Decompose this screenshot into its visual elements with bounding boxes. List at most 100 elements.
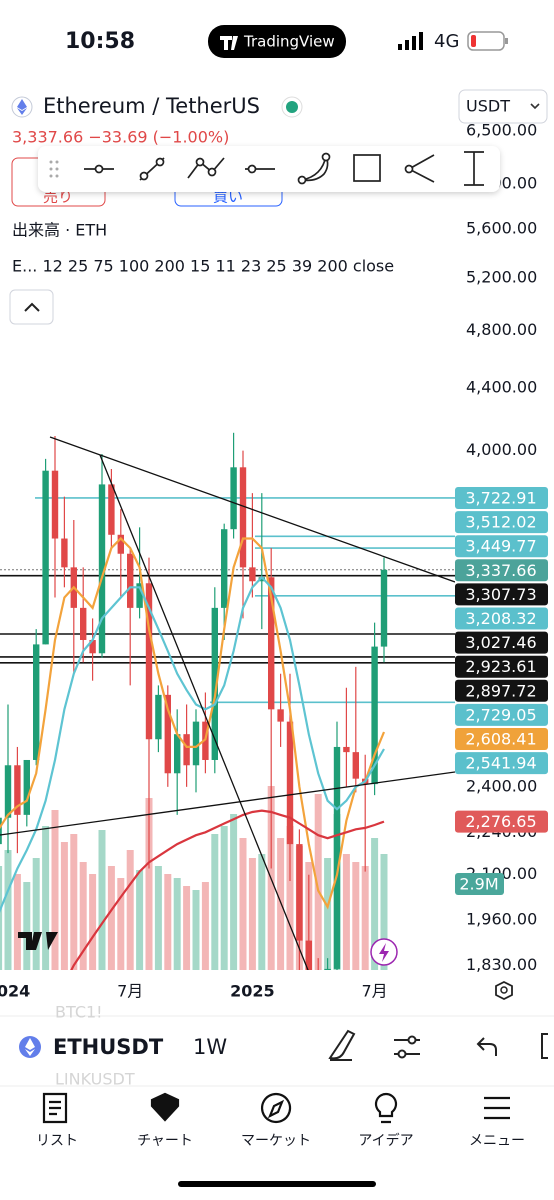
tool-arc[interactable] bbox=[297, 152, 331, 185]
price-tag-label: 3,449.77 bbox=[465, 537, 536, 556]
volume-bar bbox=[42, 826, 50, 970]
market-dot bbox=[286, 101, 298, 113]
x-tick-label: 2024 bbox=[0, 982, 30, 1001]
tab-icon[interactable] bbox=[484, 1096, 510, 1120]
volume-bar bbox=[32, 858, 40, 970]
candle-body bbox=[192, 721, 200, 766]
candle-body bbox=[136, 583, 143, 608]
undo-button[interactable] bbox=[476, 1037, 497, 1056]
indicators-button[interactable] bbox=[394, 1035, 420, 1059]
tool-fib[interactable] bbox=[404, 154, 435, 183]
tab-label[interactable]: マーケット bbox=[241, 1133, 311, 1149]
tool-path[interactable] bbox=[187, 157, 225, 179]
price-tag-label: 2,541.94 bbox=[465, 754, 536, 773]
tool-horizontal-ray[interactable] bbox=[84, 164, 114, 174]
candle-body bbox=[343, 746, 350, 753]
symbol[interactable]: ETHUSDT bbox=[53, 1035, 164, 1059]
ma-layer bbox=[0, 536, 386, 970]
volume-bar bbox=[258, 854, 266, 970]
candle-body bbox=[23, 759, 30, 815]
moving-average bbox=[0, 575, 385, 913]
price-tag bbox=[455, 607, 548, 630]
ghost-symbol: BTC1! bbox=[55, 1003, 103, 1022]
candle-body bbox=[211, 607, 218, 760]
volume-bar bbox=[70, 834, 78, 970]
ghost-symbol: LINKUSDT bbox=[55, 1070, 135, 1089]
price-tag bbox=[455, 728, 548, 750]
volume-bar bbox=[277, 838, 285, 970]
status-time: 10:58 bbox=[65, 29, 135, 54]
candle-body bbox=[174, 734, 181, 774]
candle-body bbox=[183, 734, 190, 766]
y-tick-label: 1,830.00 bbox=[466, 955, 537, 974]
volume-bar bbox=[23, 882, 31, 970]
volume-bar bbox=[136, 870, 144, 970]
battery-level bbox=[471, 35, 476, 47]
candle-body bbox=[61, 538, 68, 568]
price-tag-label: 3,307.73 bbox=[465, 585, 536, 604]
candle-body bbox=[98, 484, 106, 654]
volume-bar bbox=[201, 882, 209, 970]
candle-body bbox=[324, 968, 331, 970]
settings-button[interactable] bbox=[495, 980, 513, 1001]
watermark bbox=[18, 932, 58, 950]
trend-line bbox=[0, 771, 455, 836]
candle-body bbox=[249, 567, 256, 582]
candle-body bbox=[127, 553, 134, 608]
price-tag bbox=[455, 559, 548, 582]
candle-body bbox=[371, 646, 378, 785]
trend-line bbox=[49, 436, 455, 583]
time-axis: 2024 7月 2025 7月 bbox=[0, 982, 388, 1001]
candle-body bbox=[14, 765, 21, 815]
collapse-button[interactable] bbox=[9, 289, 54, 325]
candle-body bbox=[0, 817, 2, 845]
tool-trend-line[interactable] bbox=[139, 157, 165, 181]
chevron bbox=[530, 103, 540, 110]
tool-rectangle[interactable] bbox=[353, 154, 381, 182]
price-tag bbox=[455, 810, 548, 833]
volume-bar bbox=[173, 878, 181, 970]
price-tag bbox=[455, 583, 548, 606]
tab-icon[interactable] bbox=[260, 1092, 292, 1124]
more-button[interactable] bbox=[541, 1033, 548, 1059]
price-tag bbox=[455, 679, 548, 702]
volume-bar bbox=[13, 874, 21, 970]
price-tag bbox=[455, 703, 548, 726]
x-tick-label: 2025 bbox=[230, 982, 275, 1001]
volume-bar bbox=[342, 854, 350, 970]
tab-label[interactable]: リスト bbox=[36, 1133, 78, 1149]
plot bbox=[0, 432, 455, 1058]
candle-body bbox=[80, 607, 87, 640]
tab-icon[interactable] bbox=[150, 1092, 180, 1122]
candle-body bbox=[4, 765, 12, 818]
tab-icon[interactable] bbox=[42, 1092, 68, 1124]
volume-bar bbox=[192, 890, 200, 970]
candle-body bbox=[315, 976, 321, 1058]
interval[interactable]: 1W bbox=[193, 1035, 227, 1059]
price-tag-label: 2,276.65 bbox=[465, 812, 536, 831]
tool-horizontal-line[interactable] bbox=[245, 164, 275, 174]
tab-label[interactable]: チャート bbox=[137, 1133, 193, 1149]
tool-measure[interactable] bbox=[464, 151, 484, 186]
volume-bar bbox=[371, 838, 379, 970]
candle-body bbox=[42, 470, 49, 645]
volume-bar bbox=[4, 850, 12, 970]
y-tick-label: 1,960.00 bbox=[466, 910, 537, 929]
y-tick-label: 4,400.00 bbox=[466, 377, 537, 396]
price-tag bbox=[455, 752, 548, 775]
volume-bar bbox=[98, 830, 106, 970]
candle-body bbox=[352, 752, 359, 779]
candle-body bbox=[333, 746, 341, 969]
candle-body bbox=[155, 694, 162, 740]
price-tag-label: 2,729.05 bbox=[465, 705, 536, 724]
tab-icon[interactable] bbox=[374, 1092, 398, 1124]
tab-label[interactable]: アイデア bbox=[358, 1132, 413, 1149]
currency-select[interactable] bbox=[458, 89, 548, 124]
draw-button[interactable] bbox=[328, 1029, 356, 1061]
volume-bar bbox=[380, 854, 388, 970]
tab-label[interactable]: メニュー bbox=[469, 1133, 525, 1149]
candle-body bbox=[230, 467, 237, 530]
volume-bar bbox=[154, 866, 162, 970]
price-tag-label: 2,608.41 bbox=[465, 730, 536, 749]
